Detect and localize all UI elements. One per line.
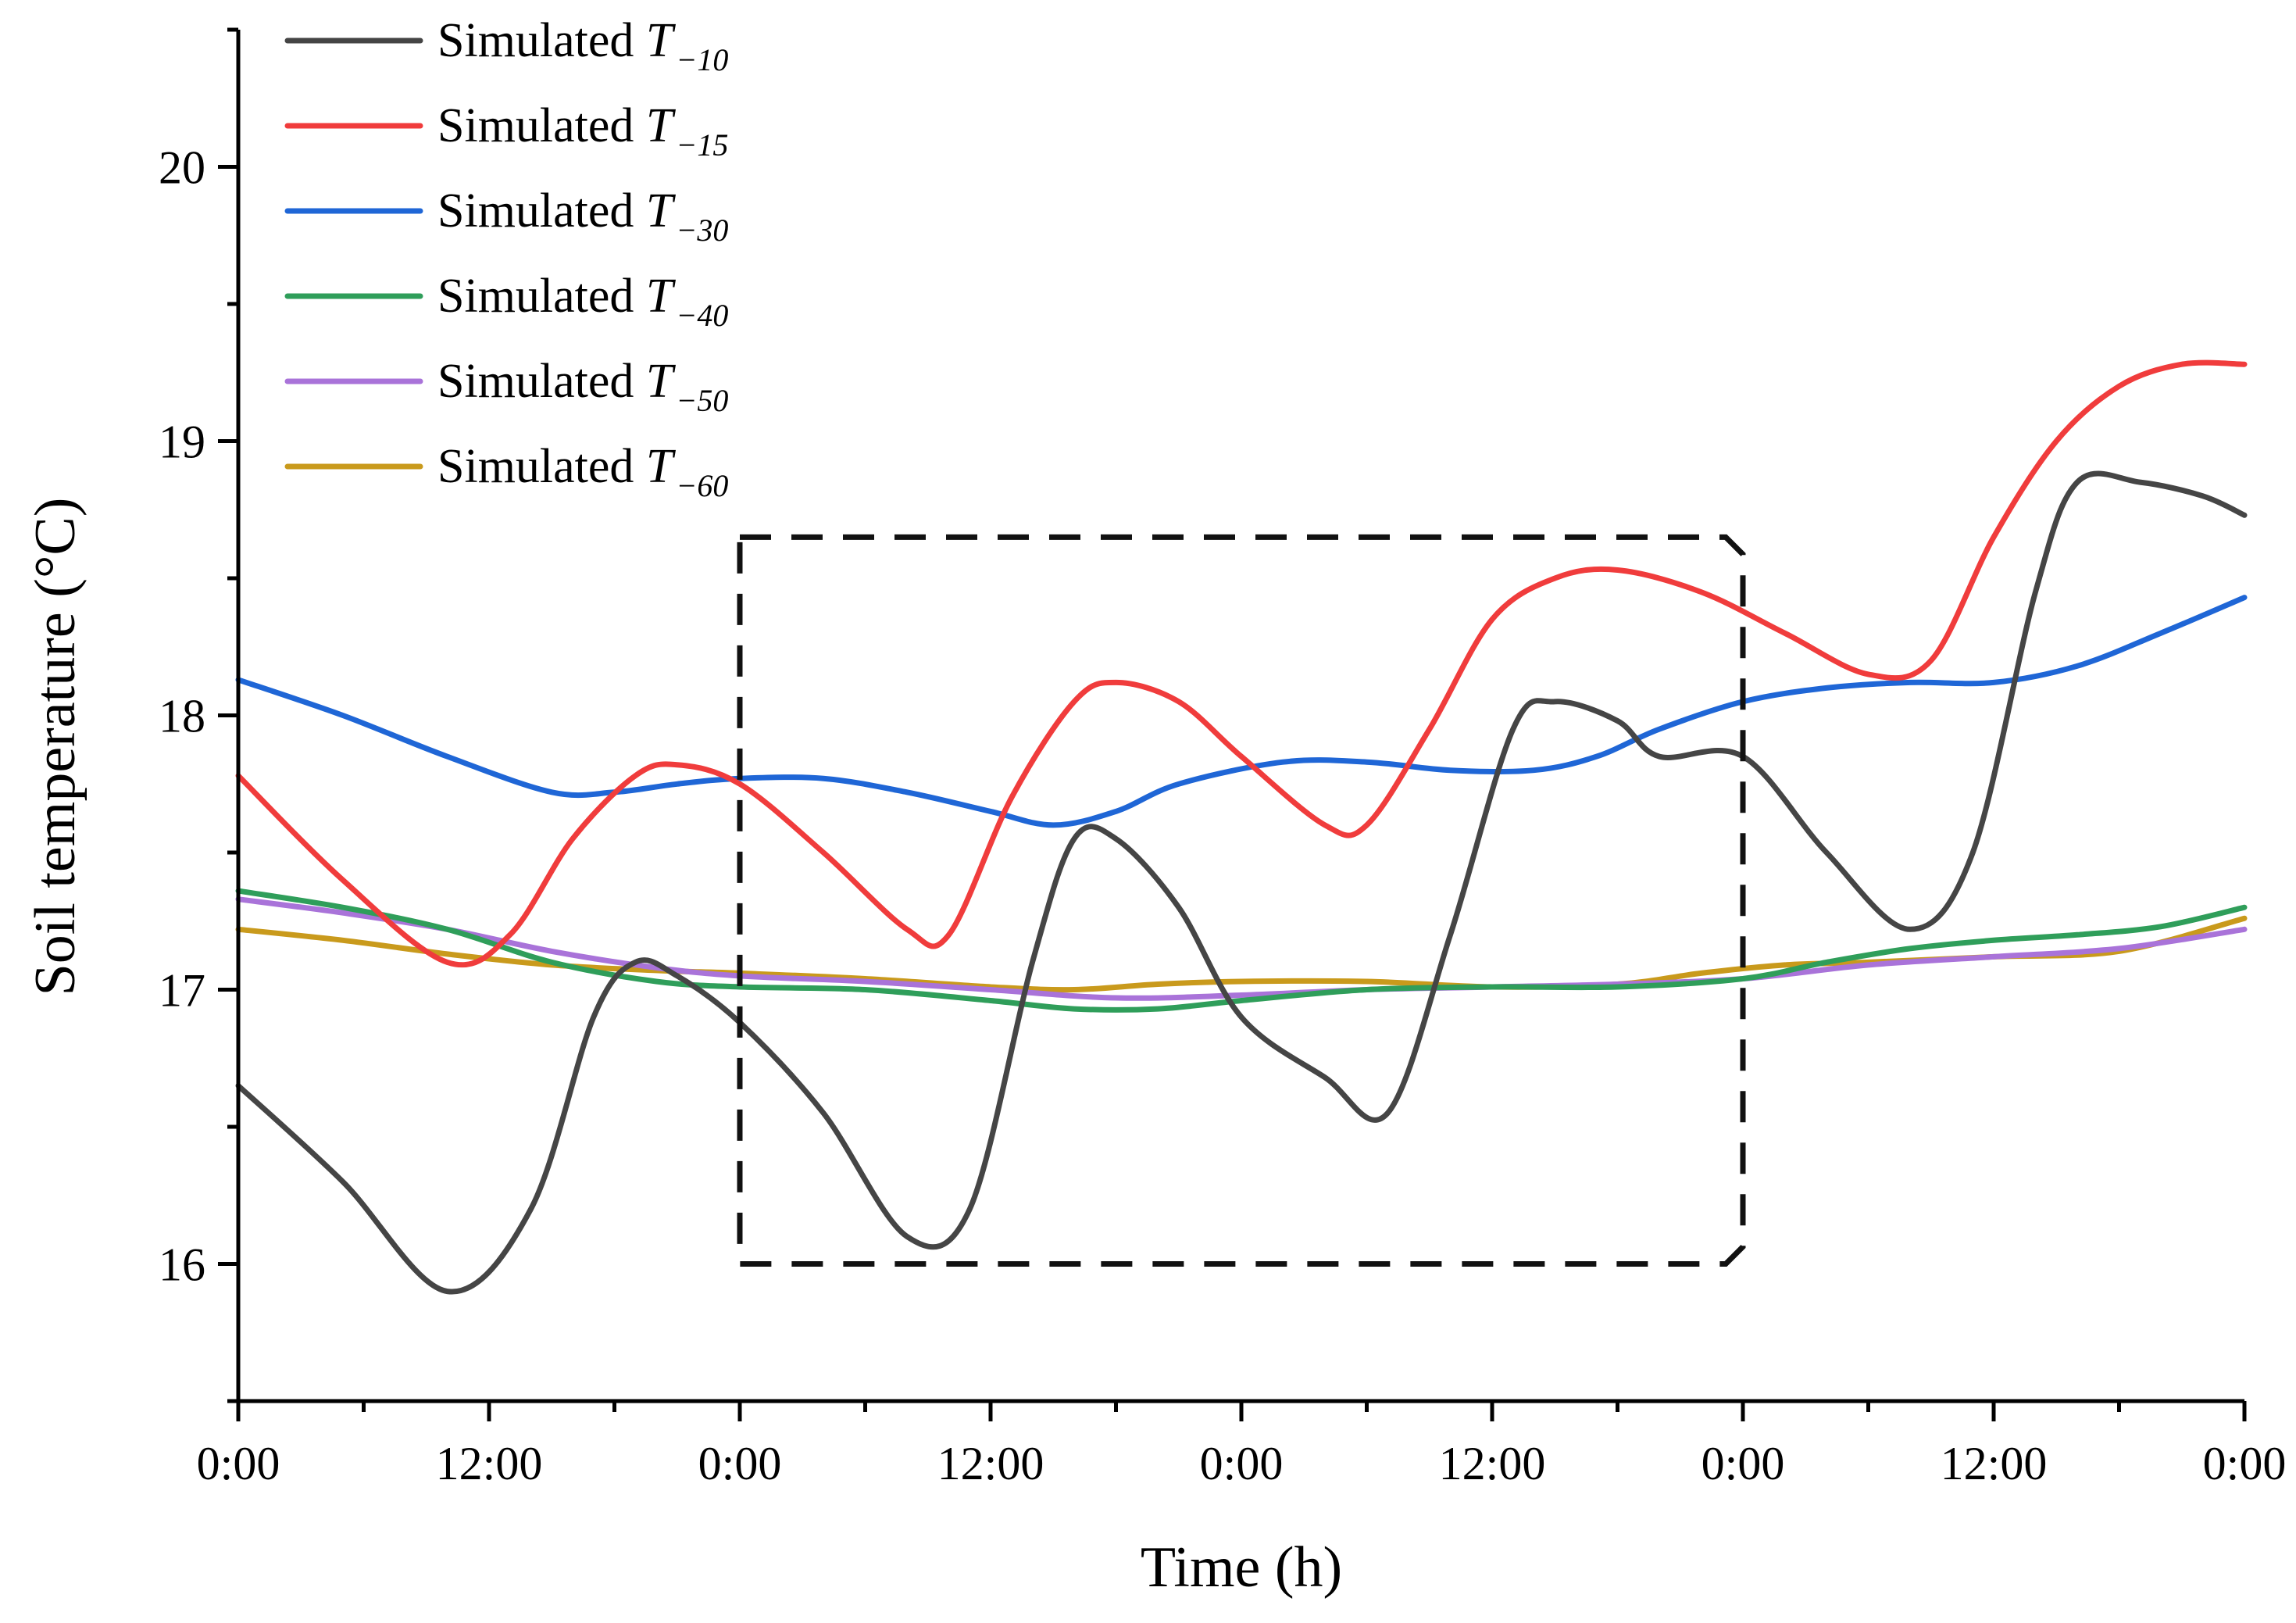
legend-prefix: Simulated xyxy=(437,184,646,238)
legend-symbol: T xyxy=(646,14,677,67)
legend-prefix: Simulated xyxy=(437,14,646,67)
y-tick-label: 17 xyxy=(159,965,205,1017)
legend-subscript: −10 xyxy=(676,42,728,77)
legend-entry: Simulated T −15 xyxy=(437,99,728,163)
legend-subscript: −30 xyxy=(676,213,728,248)
legend-prefix: Simulated xyxy=(437,440,646,493)
legend-entry: Simulated T −50 xyxy=(437,355,728,418)
legend-subscript: −60 xyxy=(676,468,728,503)
x-tick-label: 0:00 xyxy=(1701,1438,1785,1489)
x-tick-label: 0:00 xyxy=(698,1438,782,1489)
axes: 16 17 18 19 20 0:00 12:00 0:00 12:00 0:00 12:00 0:0… xyxy=(159,27,2287,1489)
x-tick-label: 0:00 xyxy=(197,1438,280,1489)
legend-subscript: −50 xyxy=(676,383,728,418)
legend-symbol: T xyxy=(646,440,677,493)
legend-subscript: −15 xyxy=(676,127,728,163)
legend-subscript: −40 xyxy=(676,298,728,333)
x-tick-label: 0:00 xyxy=(1200,1438,1284,1489)
x-tick-label: 12:00 xyxy=(436,1438,543,1489)
y-tick-label: 20 xyxy=(159,142,205,194)
series-line-2 xyxy=(235,595,2248,828)
series-line-4 xyxy=(235,896,2248,1001)
x-tick-label: 12:00 xyxy=(1941,1438,2048,1489)
legend-symbol: T xyxy=(646,184,677,238)
legend-prefix: Simulated xyxy=(437,270,646,323)
legend-symbol: T xyxy=(646,99,677,152)
y-tick-label: 18 xyxy=(159,691,205,742)
legend-entry: Simulated T −30 xyxy=(437,184,728,248)
legend-symbol: T xyxy=(646,270,677,323)
x-tick-label: 12:00 xyxy=(937,1438,1044,1489)
x-tick-label: 12:00 xyxy=(1439,1438,1546,1489)
y-tick-label: 19 xyxy=(159,416,205,468)
series-line-3 xyxy=(235,888,2248,1013)
series-line-0 xyxy=(235,470,2248,1295)
plot-area xyxy=(235,359,2248,1295)
legend-entry: Simulated T −10 xyxy=(437,14,728,77)
legend-symbol: T xyxy=(646,355,677,408)
legend-entry: Simulated T −60 xyxy=(437,440,728,503)
highlight-box xyxy=(737,534,1746,1267)
legend-prefix: Simulated xyxy=(437,99,646,152)
y-tick-label: 16 xyxy=(159,1239,205,1291)
series-line-5 xyxy=(235,915,2248,993)
series-line-1 xyxy=(235,359,2248,968)
legend-entry: Simulated T −40 xyxy=(437,270,728,333)
x-axis-title: Time (h) xyxy=(1141,1535,1342,1600)
x-tick-label: 0:00 xyxy=(2203,1438,2287,1489)
legend-prefix: Simulated xyxy=(437,355,646,408)
y-axis-title: Soil temperature (°C) xyxy=(23,498,87,996)
